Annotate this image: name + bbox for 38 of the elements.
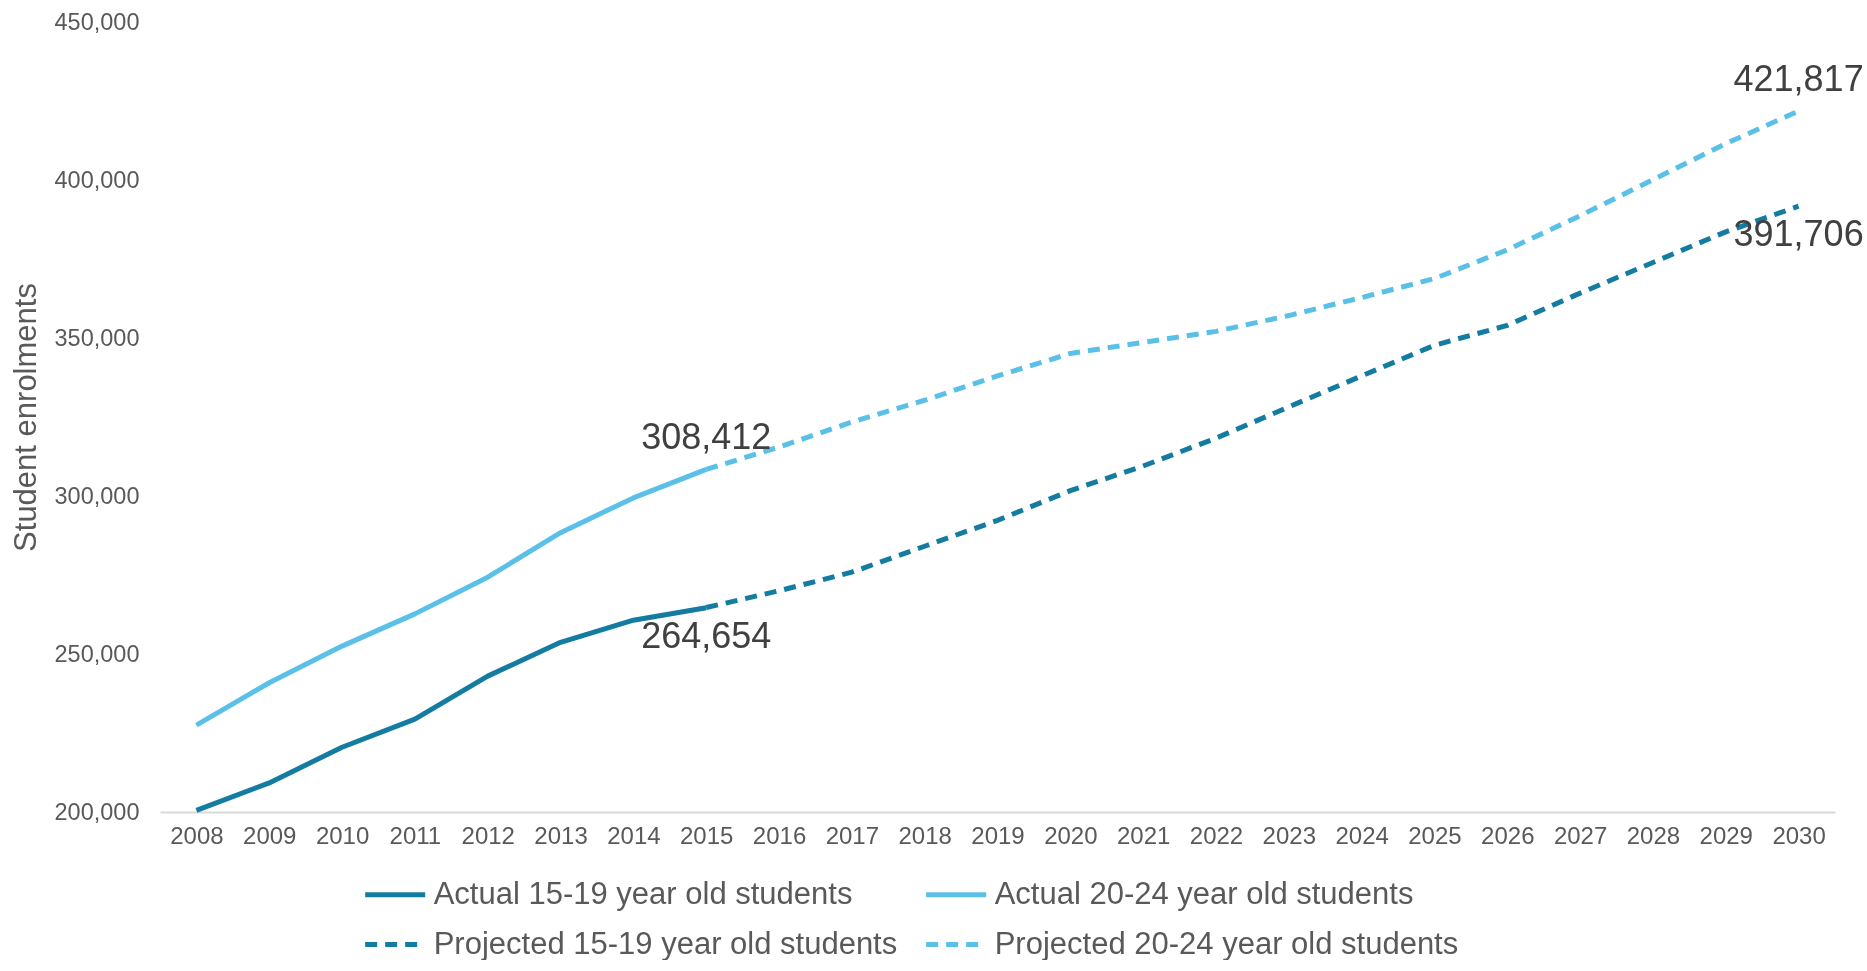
x-tick-label: 2011 — [389, 821, 442, 849]
x-tick-label: 2008 — [170, 821, 224, 849]
x-tick-label: 2017 — [825, 821, 880, 849]
x-tick-label: 2012 — [461, 821, 515, 849]
data-label: 421,817 — [1733, 58, 1864, 100]
legend-label: Projected 15-19 year old students — [433, 925, 898, 961]
x-tick-label: 2016 — [752, 821, 807, 849]
x-tick-label: 2010 — [315, 821, 370, 849]
x-tick-label: 2029 — [1699, 821, 1753, 849]
y-tick-label: 200,000 — [54, 798, 140, 825]
x-tick-label: 2020 — [1044, 821, 1098, 849]
x-tick-label: 2023 — [1262, 821, 1316, 849]
y-tick-label: 300,000 — [54, 482, 140, 509]
y-tick-label: 400,000 — [54, 166, 140, 193]
data-label: 308,412 — [641, 416, 772, 458]
legend-label: Projected 20-24 year old students — [994, 925, 1459, 961]
x-tick-label: 2009 — [243, 821, 297, 849]
data-label: 264,654 — [641, 614, 772, 656]
y-tick-label: 350,000 — [54, 324, 140, 351]
y-axis-title: Student enrolments — [7, 283, 43, 552]
x-tick-label: 2024 — [1335, 821, 1389, 849]
x-tick-label: 2030 — [1772, 821, 1826, 849]
x-tick-label: 2022 — [1189, 821, 1244, 849]
x-tick-label: 2027 — [1553, 821, 1608, 849]
x-tick-label: 2025 — [1408, 821, 1462, 849]
x-tick-label: 2021 — [1116, 821, 1171, 849]
x-tick-label: 2028 — [1626, 821, 1681, 849]
y-tick-label: 250,000 — [54, 640, 140, 667]
data-label: 391,706 — [1733, 213, 1864, 255]
x-tick-label: 2018 — [898, 821, 952, 849]
legend-label: Actual 15-19 year old students — [433, 875, 853, 911]
y-tick-label: 450,000 — [54, 8, 140, 35]
x-tick-label: 2013 — [534, 821, 588, 849]
x-tick-label: 2015 — [680, 821, 734, 849]
x-tick-label: 2026 — [1481, 821, 1535, 849]
x-tick-label: 2014 — [607, 821, 661, 849]
legend-label: Actual 20-24 year old students — [994, 875, 1414, 911]
x-tick-label: 2019 — [971, 821, 1025, 849]
